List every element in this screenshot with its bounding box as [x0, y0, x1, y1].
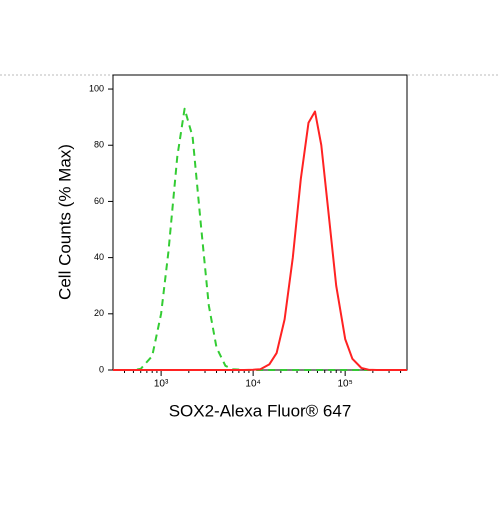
plot-frame: [112, 74, 408, 371]
y-tick-label: 60: [94, 196, 104, 206]
y-tick-label: 100: [89, 83, 104, 93]
y-tick-label: 80: [94, 140, 104, 150]
histogram-line: [113, 107, 407, 371]
y-tick-label: 40: [94, 252, 104, 262]
x-tick-label: 10⁴: [245, 379, 260, 390]
y-tick-label: 20: [94, 308, 104, 318]
x-tick-label: 10³: [154, 379, 169, 390]
y-tick-label: 0: [99, 364, 104, 374]
histogram-line: [113, 110, 407, 371]
x-axis-label: SOX2-Alexa Fluor® 647: [169, 401, 352, 420]
y-axis-label: Cell Counts (% Max): [55, 144, 74, 300]
x-tick-label: 10⁵: [338, 379, 353, 390]
